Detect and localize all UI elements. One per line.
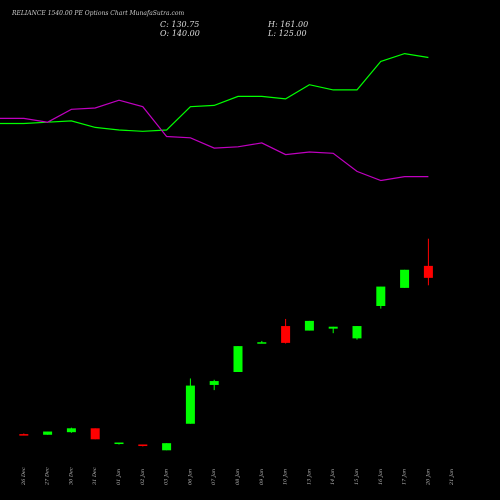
candle-body-13 (328, 326, 338, 329)
series-line-0 (0, 52, 429, 132)
x-tick-label: 20 Jan (425, 469, 431, 486)
x-tick-label: 26 Dec (21, 467, 27, 486)
candle-body-2 (66, 428, 76, 433)
series-line-1 (0, 99, 429, 182)
low-readout: L: 125.00 (268, 29, 307, 38)
x-tick-label: 15 Jan (354, 469, 360, 485)
high-value: 161.00 (280, 20, 309, 29)
x-tick-label: 31 Dec (92, 467, 98, 485)
x-tick-label: 16 Jan (378, 469, 384, 485)
open-label: O: (160, 29, 170, 38)
x-tick-label: 02 Jan (140, 469, 146, 485)
x-tick-label: 09 Jan (259, 469, 265, 485)
candle-body-4 (114, 442, 124, 445)
candle-body-11 (281, 326, 291, 343)
candle-body-12 (304, 320, 314, 331)
x-tick-label: 21 Jan (449, 469, 455, 486)
candle-body-14 (352, 326, 362, 339)
open-value: 140.00 (171, 29, 200, 38)
chart-title: RELIANCE 1540.00 PE Options Chart Munafa… (12, 10, 185, 17)
x-tick-label: 13 Jan (306, 469, 312, 485)
low-label: L: (268, 29, 277, 38)
x-tick-label: 07 Jan (211, 469, 217, 485)
x-tick-label: 08 Jan (235, 469, 241, 485)
candle-body-5 (138, 444, 148, 447)
candle-body-8 (209, 381, 219, 385)
candle-body-3 (90, 428, 100, 440)
close-label: C: (160, 20, 169, 29)
x-tick-label: 10 Jan (283, 469, 289, 485)
close-readout: C: 130.75 (160, 20, 199, 29)
candle-body-1 (43, 431, 53, 435)
candle-body-17 (423, 265, 433, 278)
candle-body-16 (400, 269, 410, 288)
high-readout: H: 161.00 (268, 20, 308, 29)
close-value: 130.75 (171, 20, 200, 29)
candle-body-10 (257, 342, 267, 344)
x-tick-label: 14 Jan (330, 469, 336, 485)
candle-body-9 (233, 346, 243, 372)
x-tick-label: 06 Jan (187, 469, 193, 485)
x-tick-label: 01 Jan (116, 469, 122, 485)
x-tick-label: 17 Jan (402, 469, 408, 485)
low-value: 125.00 (278, 29, 307, 38)
candle-body-0 (19, 434, 29, 436)
x-tick-label: 03 Jan (164, 469, 170, 485)
x-tick-label: 27 Dec (45, 467, 51, 486)
candle-body-7 (185, 385, 195, 424)
candle-body-6 (162, 443, 172, 451)
x-tick-label: 30 Dec (68, 467, 74, 485)
candle-body-15 (376, 286, 386, 306)
open-readout: O: 140.00 (160, 29, 200, 38)
high-label: H: (268, 20, 278, 29)
